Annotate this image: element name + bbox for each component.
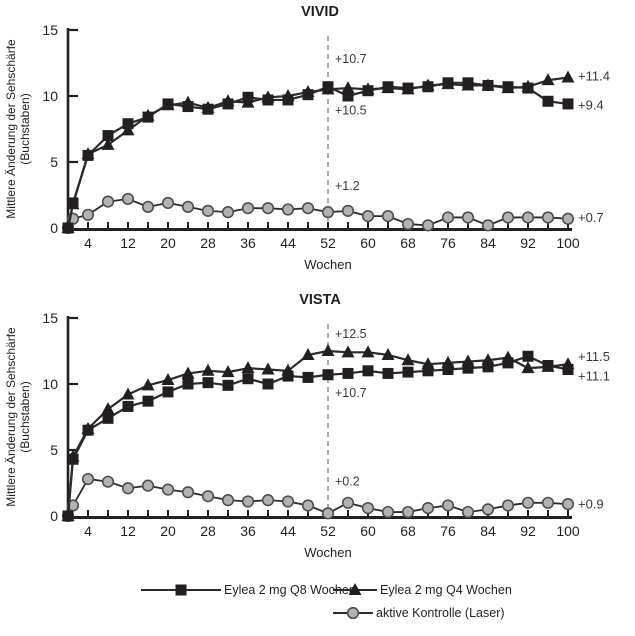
series-eylea-2-mg-q8-wochen — [62, 77, 574, 234]
svg-text:100: 100 — [556, 235, 580, 251]
svg-text:(Buchstaben): (Buchstaben) — [18, 93, 32, 164]
square-marker-icon — [140, 582, 222, 598]
svg-text:Mittlere Änderung der Sehschär: Mittlere Änderung der Sehschärfe — [4, 327, 18, 507]
svg-text:5: 5 — [50, 154, 58, 170]
svg-text:60: 60 — [360, 235, 376, 251]
x-axis-label: Wochen — [304, 545, 351, 560]
legend-label-q4: Eylea 2 mg Q4 Wochen — [380, 583, 512, 597]
svg-text:44: 44 — [280, 523, 296, 539]
annotation-week52: +12.5 — [335, 327, 367, 341]
svg-text:4: 4 — [84, 523, 92, 539]
svg-text:68: 68 — [400, 235, 416, 251]
svg-text:36: 36 — [240, 235, 256, 251]
legend-label-laser: aktive Kontrolle (Laser) — [376, 606, 505, 620]
svg-text:84: 84 — [480, 523, 496, 539]
svg-text:36: 36 — [240, 523, 256, 539]
series-eylea-2-mg-q4-wochen — [61, 344, 575, 521]
vista-chart: VISTA Mittlere Änderung der Sehschärfe (Bu… — [4, 292, 610, 560]
annotation-week100: +11.5 — [578, 349, 610, 364]
svg-text:76: 76 — [440, 523, 456, 539]
annotation-week100: +9.4 — [578, 98, 604, 113]
svg-text:Mittlere Änderung der Sehschär: Mittlere Änderung der Sehschärfe — [4, 39, 18, 219]
svg-text:20: 20 — [160, 523, 176, 539]
x-axis-label: Wochen — [304, 257, 351, 272]
annotation-week52: +0.2 — [335, 475, 360, 489]
annotation-week52: +10.7 — [335, 386, 367, 400]
legend-label-q8: Eylea 2 mg Q8 Wochen — [224, 583, 356, 597]
legend-item-laser: aktive Kontrolle (Laser) — [332, 605, 512, 621]
svg-text:92: 92 — [520, 235, 536, 251]
svg-text:12: 12 — [120, 235, 136, 251]
svg-text:92: 92 — [520, 523, 536, 539]
svg-text:20: 20 — [160, 235, 176, 251]
svg-text:28: 28 — [200, 523, 216, 539]
svg-text:28: 28 — [200, 235, 216, 251]
svg-text:4: 4 — [84, 235, 92, 251]
svg-text:100: 100 — [556, 523, 580, 539]
svg-text:52: 52 — [320, 523, 336, 539]
axes: 0 5 10 15 4 12 20 28 36 44 52 60 68 76 84 92 100 — [42, 310, 579, 539]
svg-text:60: 60 — [360, 523, 376, 539]
svg-text:52: 52 — [320, 235, 336, 251]
svg-text:5: 5 — [50, 442, 58, 458]
svg-text:15: 15 — [42, 310, 58, 326]
vivid-chart: VIVID Mittlere Änderung der Sehschärfe (Bu… — [4, 4, 610, 272]
y-axis-label: Mittlere Änderung der Sehschärfe (Buchsta… — [4, 327, 32, 507]
annotation-week100: +0.9 — [578, 497, 604, 512]
triangle-marker-icon — [332, 582, 378, 598]
annotation-week52: +10.7 — [335, 52, 367, 66]
legend-item-q4: Eylea 2 mg Q4 Wochen — [332, 582, 512, 598]
annotation-week52: +1.2 — [335, 179, 360, 193]
svg-text:76: 76 — [440, 235, 456, 251]
series-aktive-kontrolle-laser- — [61, 192, 575, 235]
annotation-week100: +0.7 — [578, 210, 604, 225]
y-axis-label: Mittlere Änderung der Sehschärfe (Buchsta… — [4, 39, 32, 219]
annotation-week100: +11.1 — [578, 369, 610, 384]
svg-text:0: 0 — [50, 508, 58, 524]
svg-text:15: 15 — [42, 22, 58, 38]
series-eylea-2-mg-q4-wochen — [61, 70, 575, 233]
annotation-week52: +10.5 — [335, 104, 367, 118]
axes: 0 5 10 15 4 12 20 28 36 44 52 60 68 76 84 92 100 — [42, 22, 579, 251]
legend-item-q8: Eylea 2 mg Q8 Wochen — [140, 582, 356, 598]
svg-text:84: 84 — [480, 235, 496, 251]
chart-title: VIVID — [301, 4, 339, 20]
series-eylea-2-mg-q8-wochen — [62, 350, 574, 522]
chart-title: VISTA — [299, 292, 341, 308]
svg-text:44: 44 — [280, 235, 296, 251]
svg-text:10: 10 — [42, 88, 58, 104]
svg-text:0: 0 — [50, 220, 58, 236]
annotation-week100: +11.4 — [578, 69, 610, 84]
svg-text:(Buchstaben): (Buchstaben) — [18, 381, 32, 452]
legend: Eylea 2 mg Q8 Wochen Eylea 2 mg Q4 Woche… — [0, 572, 635, 630]
svg-text:68: 68 — [400, 523, 416, 539]
series-aktive-kontrolle-laser- — [61, 472, 575, 523]
svg-text:10: 10 — [42, 376, 58, 392]
svg-text:12: 12 — [120, 523, 136, 539]
circle-marker-icon — [332, 605, 374, 621]
